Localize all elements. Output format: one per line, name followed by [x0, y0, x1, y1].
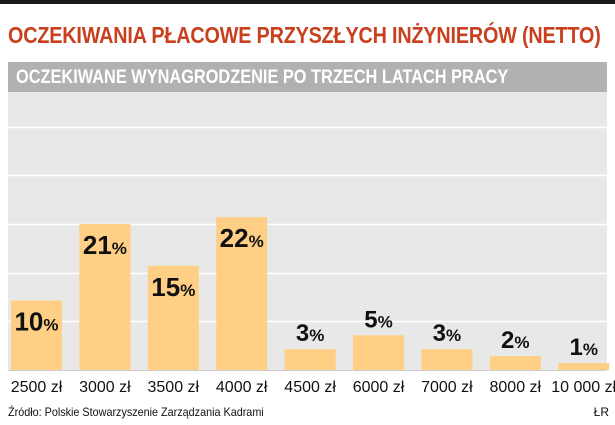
author-initials: ŁR [593, 405, 609, 419]
value-label-3: 15% [151, 272, 195, 302]
category-label-2: 3000 zł [79, 379, 131, 396]
source-note: Źródło: Polskie Stowarzyszenie Zarządzan… [8, 405, 264, 419]
category-label-9: 10 000 zł [551, 379, 615, 396]
bar-7 [421, 349, 473, 370]
category-label-6: 6000 zł [353, 379, 405, 396]
bar-6 [353, 335, 404, 370]
bar-2 [79, 224, 131, 370]
bar-1 [11, 300, 62, 370]
value-label-7: 3% [433, 320, 461, 347]
subtitle-bar: OCZEKIWANE WYNAGRODZENIE PO TRZECH LATAC… [8, 62, 607, 92]
top-rule [0, 0, 615, 4]
bar-5 [284, 349, 336, 370]
value-label-2: 21% [83, 230, 127, 260]
category-label-3: 3500 zł [148, 379, 200, 396]
value-label-1: 10% [14, 307, 58, 337]
chart-title: OCZEKIWANIA PŁACOWE PRZYSZŁYCH INŻYNIERÓ… [8, 22, 601, 48]
bar-4 [216, 217, 268, 370]
value-label-5: 3% [296, 320, 324, 347]
bar-chart: 10% 2500 zł 21% 3000 zł 15% 3500 zł 22% 4000 zł… [8, 126, 615, 396]
value-label-6: 5% [364, 306, 392, 333]
category-label-5: 4500 zł [284, 379, 336, 396]
category-label-8: 8000 zł [490, 379, 542, 396]
category-label-7: 7000 zł [421, 379, 473, 396]
category-label-1: 2500 zł [11, 379, 63, 396]
bar-3 [147, 265, 199, 370]
value-label-8: 2% [501, 327, 529, 354]
category-label-4: 4000 zł [216, 379, 268, 396]
bar-8 [489, 356, 541, 370]
bar-9 [558, 363, 610, 370]
value-label-9: 1% [569, 334, 597, 361]
chart-subtitle: OCZEKIWANE WYNAGRODZENIE PO TRZECH LATAC… [16, 67, 509, 88]
value-label-4: 22% [220, 223, 264, 253]
